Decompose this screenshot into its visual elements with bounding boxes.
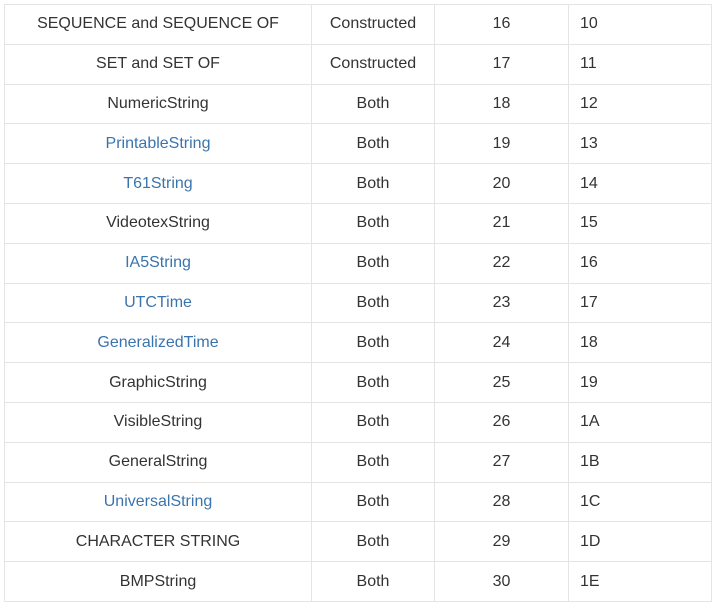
type-name-link[interactable]: IA5String <box>125 254 191 272</box>
type-name-cell: IA5String <box>4 242 312 284</box>
table-row: SET and SET OF Constructed 17 11 <box>4 43 712 85</box>
type-name-cell: GraphicString <box>4 362 312 403</box>
tag-decimal-cell: 27 <box>434 441 569 483</box>
tag-decimal-cell: 29 <box>434 521 569 563</box>
tag-decimal-cell: 24 <box>434 322 569 364</box>
tag-decimal-cell: 21 <box>434 202 569 244</box>
table-row: UTCTime Both 23 17 <box>4 282 712 324</box>
tag-hex-cell: 13 <box>568 123 712 165</box>
type-name-cell: UniversalString <box>4 481 312 523</box>
type-name-link[interactable]: UTCTime <box>124 293 192 311</box>
type-name-cell: GeneralString <box>4 441 312 483</box>
form-cell: Both <box>311 282 435 324</box>
table-row: T61String Both 20 14 <box>4 163 712 204</box>
asn1-type-table: SEQUENCE and SEQUENCE OF Constructed 16 10 S… <box>4 4 712 602</box>
form-cell: Both <box>311 123 435 165</box>
form-cell: Both <box>311 83 435 125</box>
table-row: UniversalString Both 28 1C <box>4 481 712 523</box>
tag-decimal-cell: 22 <box>434 242 569 284</box>
tag-decimal-cell: 18 <box>434 83 569 125</box>
tag-decimal-cell: 28 <box>434 481 569 523</box>
tag-decimal-cell: 17 <box>434 43 569 85</box>
table-row: GeneralizedTime Both 24 18 <box>4 322 712 364</box>
form-cell: Both <box>311 202 435 244</box>
type-name-cell: SEQUENCE and SEQUENCE OF <box>4 4 312 45</box>
tag-hex-cell: 19 <box>568 362 712 403</box>
type-name-link[interactable]: UniversalString <box>103 492 213 510</box>
type-name-cell: CHARACTER STRING <box>4 521 312 563</box>
tag-hex-cell: 10 <box>568 4 712 45</box>
form-cell: Both <box>311 242 435 284</box>
type-name-cell: NumericString <box>4 83 312 125</box>
tag-decimal-cell: 16 <box>434 4 569 45</box>
tag-decimal-cell: 25 <box>434 362 569 403</box>
form-cell: Both <box>311 362 435 403</box>
table-row: IA5String Both 22 16 <box>4 242 712 284</box>
form-cell: Both <box>311 163 435 204</box>
table-row: GeneralString Both 27 1B <box>4 441 712 483</box>
table-row: CHARACTER STRING Both 29 1D <box>4 521 712 563</box>
tag-hex-cell: 1D <box>568 521 712 563</box>
asn1-type-table-container: SEQUENCE and SEQUENCE OF Constructed 16 10 S… <box>4 4 712 602</box>
tag-hex-cell: 18 <box>568 322 712 364</box>
type-name-link[interactable]: T61String <box>123 174 193 192</box>
type-name-link[interactable]: GeneralizedTime <box>97 333 219 351</box>
table-body: SEQUENCE and SEQUENCE OF Constructed 16 10 S… <box>4 4 712 602</box>
tag-hex-cell: 15 <box>568 202 712 244</box>
type-name-cell: SET and SET OF <box>4 43 312 85</box>
form-cell: Both <box>311 481 435 523</box>
type-name-link[interactable]: PrintableString <box>105 134 211 152</box>
tag-hex-cell: 1C <box>568 481 712 523</box>
tag-decimal-cell: 20 <box>434 163 569 204</box>
tag-hex-cell: 1B <box>568 441 712 483</box>
type-name-cell: VisibleString <box>4 401 312 443</box>
tag-decimal-cell: 19 <box>434 123 569 165</box>
table-row: GraphicString Both 25 19 <box>4 362 712 403</box>
type-name-cell: GeneralizedTime <box>4 322 312 364</box>
type-name-cell: VideotexString <box>4 202 312 244</box>
tag-hex-cell: 14 <box>568 163 712 204</box>
tag-decimal-cell: 30 <box>434 561 569 602</box>
type-name-cell: PrintableString <box>4 123 312 165</box>
form-cell: Constructed <box>311 43 435 85</box>
table-row: BMPString Both 30 1E <box>4 561 712 602</box>
table-row: VideotexString Both 21 15 <box>4 202 712 244</box>
tag-hex-cell: 17 <box>568 282 712 324</box>
tag-hex-cell: 16 <box>568 242 712 284</box>
tag-hex-cell: 1A <box>568 401 712 443</box>
form-cell: Both <box>311 561 435 602</box>
tag-hex-cell: 11 <box>568 43 712 85</box>
form-cell: Constructed <box>311 4 435 45</box>
form-cell: Both <box>311 401 435 443</box>
type-name-cell: UTCTime <box>4 282 312 324</box>
type-name-cell: BMPString <box>4 561 312 602</box>
table-row: SEQUENCE and SEQUENCE OF Constructed 16 10 <box>4 4 712 45</box>
tag-hex-cell: 1E <box>568 561 712 602</box>
tag-decimal-cell: 26 <box>434 401 569 443</box>
table-row: NumericString Both 18 12 <box>4 83 712 125</box>
type-name-cell: T61String <box>4 163 312 204</box>
tag-hex-cell: 12 <box>568 83 712 125</box>
table-row: VisibleString Both 26 1A <box>4 401 712 443</box>
table-row: PrintableString Both 19 13 <box>4 123 712 165</box>
form-cell: Both <box>311 441 435 483</box>
form-cell: Both <box>311 521 435 563</box>
tag-decimal-cell: 23 <box>434 282 569 324</box>
form-cell: Both <box>311 322 435 364</box>
